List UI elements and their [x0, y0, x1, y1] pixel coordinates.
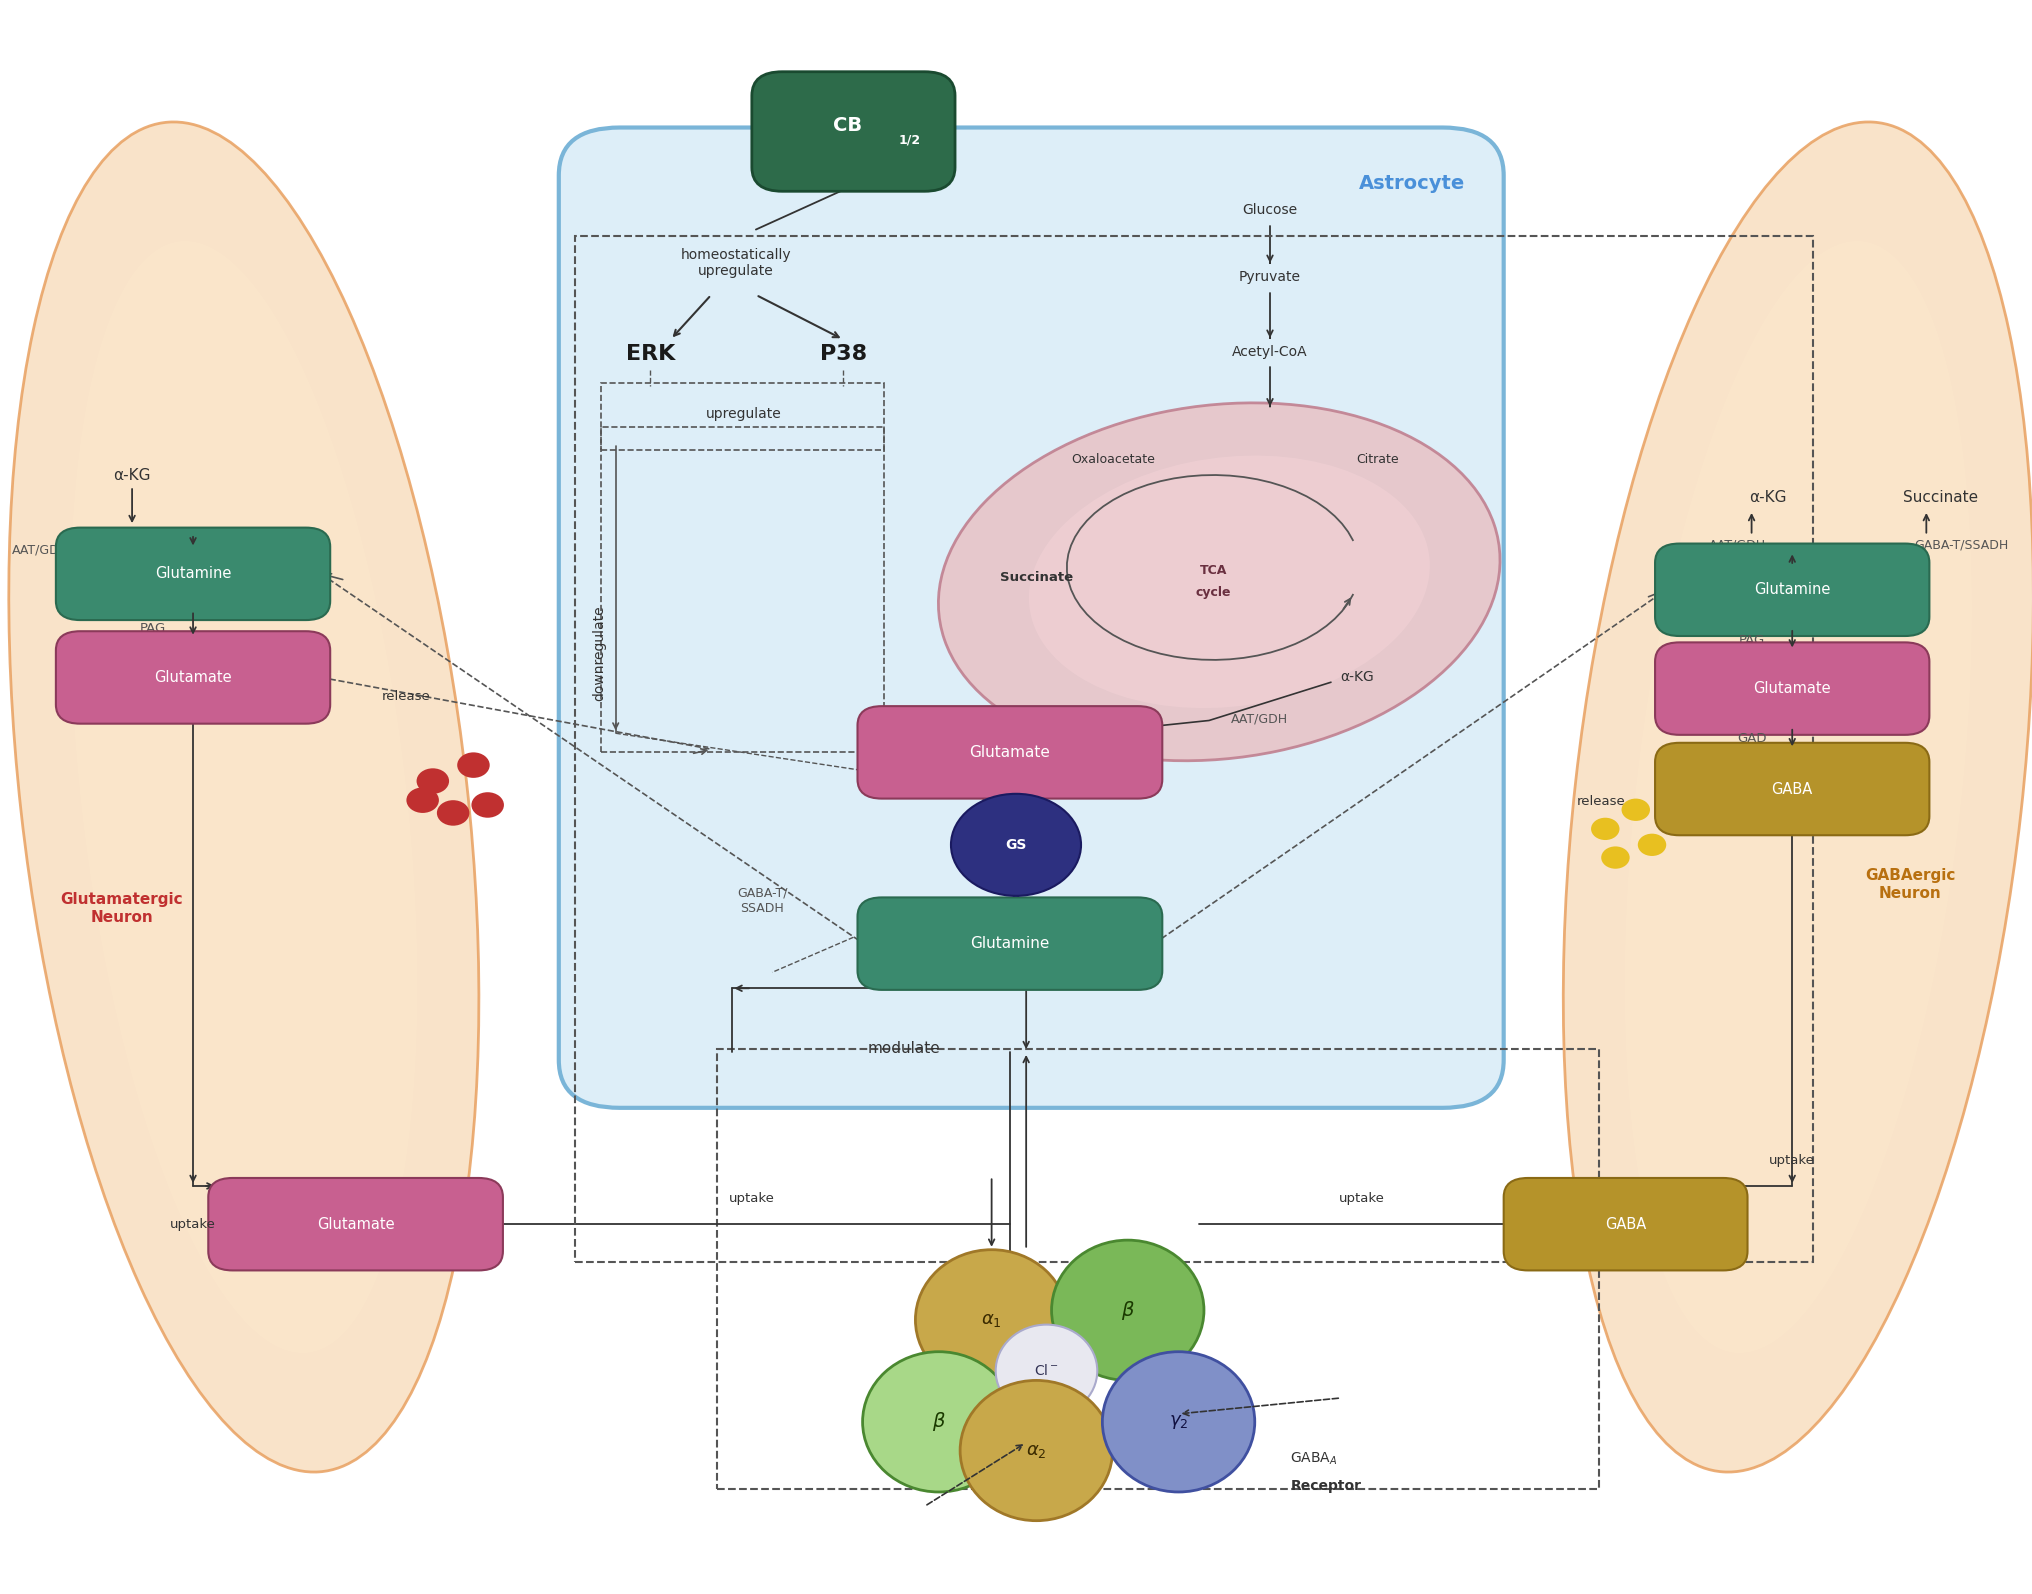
Text: Glutamine: Glutamine — [969, 936, 1051, 952]
FancyBboxPatch shape — [1504, 1178, 1748, 1270]
Ellipse shape — [8, 123, 480, 1471]
Text: Citrate: Citrate — [1357, 453, 1398, 465]
Ellipse shape — [1028, 456, 1431, 708]
Text: Pyruvate: Pyruvate — [1240, 271, 1300, 284]
FancyBboxPatch shape — [858, 897, 1162, 990]
Text: cycle: cycle — [1195, 587, 1231, 599]
Text: Succinate: Succinate — [1904, 489, 1977, 505]
Ellipse shape — [1101, 1352, 1254, 1492]
Text: GABA$_A$: GABA$_A$ — [1290, 1451, 1337, 1466]
FancyBboxPatch shape — [207, 1178, 504, 1270]
Text: Glucose: Glucose — [1242, 204, 1298, 217]
FancyBboxPatch shape — [57, 631, 329, 724]
Ellipse shape — [914, 1250, 1069, 1390]
Text: $\alpha_1$: $\alpha_1$ — [981, 1310, 1002, 1329]
Ellipse shape — [1626, 241, 1971, 1353]
Text: $\beta$: $\beta$ — [1122, 1299, 1134, 1321]
Ellipse shape — [1053, 1240, 1203, 1380]
Circle shape — [951, 794, 1081, 896]
FancyBboxPatch shape — [559, 128, 1504, 1108]
Circle shape — [457, 752, 490, 778]
FancyBboxPatch shape — [858, 706, 1162, 799]
Text: uptake: uptake — [171, 1218, 215, 1231]
Text: GS: GS — [1006, 838, 1026, 851]
Text: Cl$^-$: Cl$^-$ — [1034, 1363, 1059, 1379]
Text: PAG: PAG — [140, 622, 165, 634]
Circle shape — [1591, 818, 1620, 840]
Text: $\gamma_2$: $\gamma_2$ — [1168, 1412, 1189, 1431]
Text: modulate: modulate — [868, 1041, 941, 1057]
Text: AAT/GDH: AAT/GDH — [1709, 539, 1766, 552]
Ellipse shape — [959, 1380, 1114, 1521]
Text: TCA: TCA — [1199, 564, 1227, 577]
Text: release: release — [1577, 795, 1626, 808]
Circle shape — [1638, 834, 1666, 856]
Text: GABAergic
Neuron: GABAergic Neuron — [1865, 869, 1955, 901]
Text: 1/2: 1/2 — [898, 134, 920, 147]
Circle shape — [417, 768, 449, 794]
Text: Oxaloacetate: Oxaloacetate — [1071, 453, 1156, 465]
Ellipse shape — [996, 1325, 1097, 1417]
Text: α-KG: α-KG — [114, 467, 150, 483]
Ellipse shape — [939, 403, 1500, 760]
Text: GABA-T/
SSADH: GABA-T/ SSADH — [738, 886, 786, 915]
Text: Astrocyte: Astrocyte — [1359, 174, 1465, 193]
Text: Glutamine: Glutamine — [154, 566, 232, 582]
Text: α-KG: α-KG — [1750, 489, 1786, 505]
Text: Glutamate: Glutamate — [154, 669, 232, 685]
Text: uptake: uptake — [1339, 1192, 1384, 1205]
Text: Succinate: Succinate — [1000, 571, 1073, 583]
Text: AAT/GDH: AAT/GDH — [12, 544, 69, 556]
Text: Glutamate: Glutamate — [317, 1216, 394, 1232]
Text: Acetyl-CoA: Acetyl-CoA — [1231, 346, 1309, 359]
Text: Glutamate: Glutamate — [1754, 681, 1831, 697]
Circle shape — [437, 800, 469, 826]
Ellipse shape — [1563, 123, 2032, 1471]
Text: uptake: uptake — [1770, 1154, 1815, 1167]
Text: uptake: uptake — [729, 1192, 774, 1205]
Text: upregulate: upregulate — [705, 408, 782, 421]
Text: GABA: GABA — [1605, 1216, 1646, 1232]
Text: AAT/GDH: AAT/GDH — [1231, 713, 1288, 725]
Text: release: release — [382, 690, 431, 703]
FancyBboxPatch shape — [1654, 544, 1930, 636]
Text: PAG: PAG — [1739, 634, 1764, 647]
Ellipse shape — [71, 241, 417, 1353]
Text: $\alpha_2$: $\alpha_2$ — [1026, 1441, 1046, 1460]
Text: homeostatically
upregulate: homeostatically upregulate — [681, 249, 790, 277]
Text: Glutamine: Glutamine — [1754, 582, 1831, 598]
Text: α-KG: α-KG — [1341, 671, 1374, 684]
Text: $\beta$: $\beta$ — [933, 1411, 945, 1433]
Text: Receptor: Receptor — [1290, 1479, 1361, 1492]
FancyBboxPatch shape — [752, 72, 955, 191]
Text: GAD: GAD — [1737, 732, 1766, 744]
Text: Glutamate: Glutamate — [969, 744, 1051, 760]
FancyBboxPatch shape — [1654, 642, 1930, 735]
Circle shape — [1622, 799, 1650, 821]
Ellipse shape — [862, 1352, 1016, 1492]
Text: downregulate: downregulate — [593, 606, 606, 701]
FancyBboxPatch shape — [1654, 743, 1930, 835]
Text: GABA-T/SSADH: GABA-T/SSADH — [1914, 539, 2008, 552]
Circle shape — [406, 787, 439, 813]
FancyBboxPatch shape — [57, 528, 329, 620]
Text: CB: CB — [833, 116, 862, 135]
Circle shape — [1601, 846, 1630, 869]
Text: GABA: GABA — [1772, 781, 1813, 797]
Text: ERK: ERK — [626, 344, 675, 363]
Text: P38: P38 — [819, 344, 868, 363]
Text: Glutamatergic
Neuron: Glutamatergic Neuron — [61, 893, 183, 925]
Circle shape — [471, 792, 504, 818]
